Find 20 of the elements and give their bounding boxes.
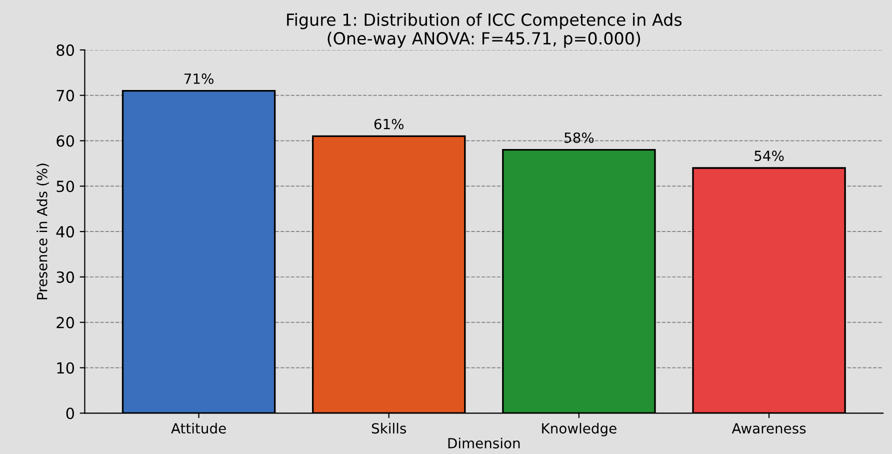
y-tick-label: 0	[66, 408, 74, 420]
y-axis-title: Presence in Ads (%)	[36, 164, 49, 300]
chart-title: Figure 1: Distribution of ICC Competence in Ads (One-way ANOVA: F=45.71, p=0.000)	[287, 13, 682, 48]
x-tick-label: Attitude	[171, 422, 226, 434]
x-tick-label: Awareness	[732, 423, 806, 434]
y-tick-label: 20	[56, 316, 74, 328]
y-tick-label: 40	[56, 226, 74, 238]
x-tick-label: Knowledge	[542, 422, 616, 436]
data-label: 61%	[374, 118, 404, 130]
y-tick-label: 30	[56, 271, 74, 283]
y-tick-label: 50	[56, 180, 74, 192]
y-tick-label: 80	[56, 44, 74, 56]
data-label: 58%	[564, 132, 594, 143]
x-axis-title: Dimension	[448, 438, 520, 448]
y-tick-label: 60	[56, 135, 74, 147]
y-tick-label: 70	[56, 90, 74, 102]
x-tick-label: Skills	[372, 422, 406, 434]
y-tick-label: 10	[57, 362, 74, 374]
data-label: 54%	[754, 150, 784, 162]
data-label: 71%	[184, 73, 214, 84]
